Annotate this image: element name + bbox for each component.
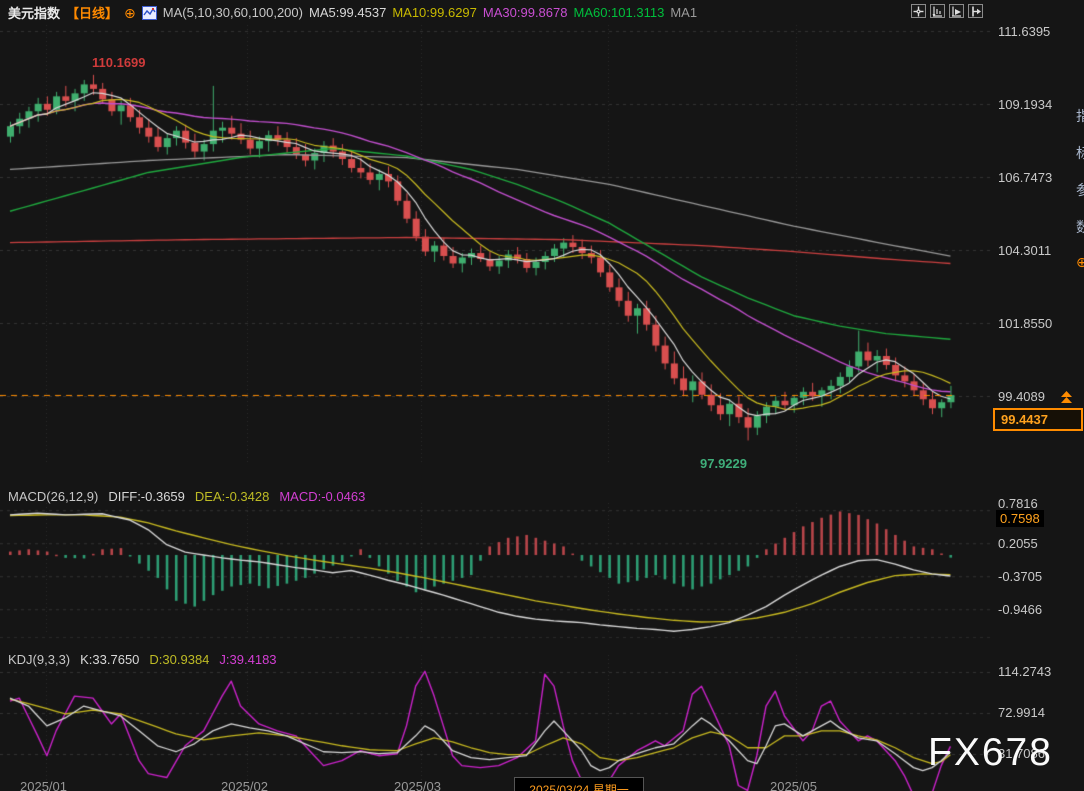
price-tick-99: 99.4089 [998, 389, 1045, 404]
ma5-value: MA5:99.4537 [308, 5, 387, 20]
clipped-glyph: 数 [1076, 219, 1084, 235]
macd-name[interactable]: MACD(26,12,9) [8, 489, 99, 504]
price-tick-109: 109.1934 [998, 97, 1053, 112]
kdj-k-value: K:33.7650 [80, 652, 140, 667]
price-tick-104: 104.3011 [998, 243, 1052, 258]
x-tick-may: 2025/05 [770, 779, 817, 791]
kdj-tick-1: 72.9914 [998, 705, 1045, 720]
macd-tick-1: 0.2055 [998, 536, 1038, 551]
low-price-annotation: 97.9229 [700, 456, 747, 471]
price-tick-106: 106.7473 [998, 170, 1053, 185]
x-tick-mar: 2025/03 [394, 779, 441, 791]
macd-tick-2: -0.3705 [998, 569, 1043, 584]
clipped-glyph: 标 [1076, 145, 1084, 161]
kdj-header: KDJ(9,3,3) K:33.7650 D:30.9384 J:39.4183 [8, 652, 277, 667]
y-axis-scale-button[interactable] [930, 4, 945, 18]
add-indicator-icon[interactable]: ⊕ [124, 4, 136, 21]
clipped-circle-icon: ⊕ [1076, 254, 1084, 270]
go-to-latest-button[interactable] [968, 4, 983, 18]
ma100-value-clipped: MA1 [670, 5, 698, 20]
ma-settings-label[interactable]: MA(5,10,30,60,100,200) [162, 5, 303, 20]
price-tick-101: 101.8550 [998, 316, 1053, 331]
high-price-annotation: 110.1699 [92, 55, 146, 70]
ma60-value: MA60:101.3113 [573, 5, 665, 20]
ma10-value: MA10:99.6297 [392, 5, 477, 20]
macd-dea-value: DEA:-0.3428 [194, 489, 270, 504]
macd-highlight-tick: 0.7598 [996, 510, 1044, 527]
kdj-name[interactable]: KDJ(9,3,3) [8, 652, 71, 667]
kdj-j-value: J:39.4183 [219, 652, 277, 667]
clipped-glyph: 参 [1076, 182, 1084, 198]
period-tag[interactable]: 【日线】 [66, 6, 119, 21]
kdj-tick-2: 31.7086 [998, 746, 1045, 761]
macd-diff-value: DIFF:-0.3659 [108, 489, 185, 504]
clipped-glyph: 指 [1076, 108, 1084, 124]
crosshair-date-tooltip: 2025/03/24 星期一 [514, 777, 644, 791]
macd-hist-value: MACD:-0.0463 [279, 489, 366, 504]
ma30-value: MA30:99.8678 [482, 5, 568, 20]
clipped-side-panel[interactable]: 指 标 参 数 ⊕ [1076, 106, 1084, 288]
kdj-tick-0: 114.2743 [998, 664, 1052, 679]
macd-tick-0: 0.7816 [998, 496, 1038, 511]
move-tool-button[interactable] [911, 4, 926, 18]
macd-header: MACD(26,12,9) DIFF:-0.3659 DEA:-0.3428 M… [8, 489, 365, 504]
watermark-logo: FX678 [928, 731, 1053, 774]
x-tick-jan: 2025/01 [20, 779, 67, 791]
macd-tick-3: -0.9466 [998, 602, 1043, 617]
main-header: 美元指数 【日线】 ⊕ MA(5,10,30,60,100,200) MA5:9… [8, 3, 697, 22]
chart-type-icon[interactable] [141, 5, 157, 20]
x-tick-feb: 2025/02 [221, 779, 268, 791]
chart-toolbar [911, 4, 983, 18]
current-price-tag: 99.4437 [993, 408, 1083, 431]
symbol-title: 美元指数 [8, 6, 61, 21]
price-up-arrow-icon [1060, 391, 1073, 405]
price-tick-111: 111.6395 [998, 24, 1051, 39]
kdj-d-value: D:30.9384 [149, 652, 210, 667]
x-axis-scale-button[interactable] [949, 4, 964, 18]
